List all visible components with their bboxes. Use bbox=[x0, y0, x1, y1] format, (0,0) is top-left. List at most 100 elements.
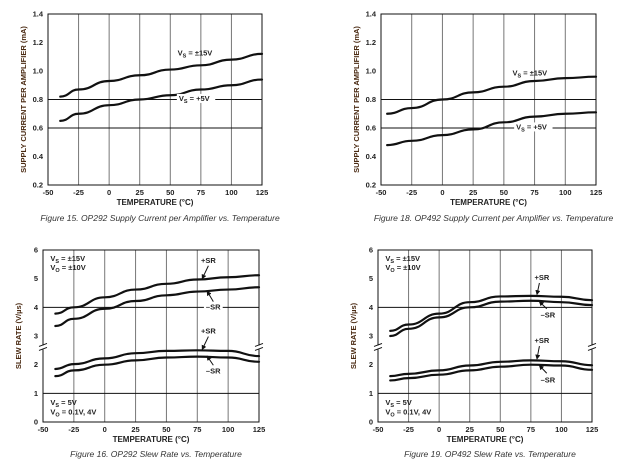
y-tick-label: 0.8 bbox=[33, 95, 43, 104]
annotation-subscript: S bbox=[517, 73, 521, 79]
annotation-background bbox=[514, 122, 553, 132]
x-tick-label: -25 bbox=[403, 425, 414, 434]
annotation-arrow bbox=[201, 336, 209, 351]
x-tick-label: 75 bbox=[530, 188, 538, 197]
series-line-4 bbox=[389, 363, 594, 382]
plot-frame bbox=[42, 249, 260, 423]
annotation-label: VS = +5V bbox=[179, 94, 210, 105]
annotation-subscript: S bbox=[521, 127, 525, 133]
annotation-arrow bbox=[201, 265, 209, 280]
annotation-label: +SR bbox=[535, 273, 550, 282]
annotation-label: +SR bbox=[535, 336, 550, 345]
annotation-text: = 5V bbox=[59, 398, 77, 407]
annotation-arrow bbox=[206, 355, 214, 366]
x-tick-label: 100 bbox=[559, 188, 572, 197]
annotation-arrow bbox=[206, 290, 214, 302]
annotation-text: = 5V bbox=[394, 398, 412, 407]
series-line-2 bbox=[389, 299, 594, 338]
annotation-symbol: V bbox=[512, 68, 517, 77]
x-tick-label: 25 bbox=[466, 425, 474, 434]
y-tick-label: 1.4 bbox=[33, 10, 44, 19]
plot-frame bbox=[380, 13, 597, 186]
y-tick-label: 2 bbox=[369, 360, 373, 369]
chart-3: -50 -25 0 25 50 75 100 125 0 1 2 3 4 5 6 TEMPERATURE (°… bbox=[14, 246, 265, 460]
annotation-subscript: S bbox=[390, 259, 394, 265]
annotation-symbol: V bbox=[516, 122, 521, 131]
y-tick-label: 0 bbox=[34, 418, 38, 427]
annotation-text: = ±10V bbox=[395, 263, 421, 272]
annotation-subscript: S bbox=[55, 403, 59, 409]
annotation-symbol: V bbox=[50, 408, 55, 417]
axis-break-gap bbox=[255, 345, 263, 350]
chart-2: -50 -25 0 25 50 75 100 125 0.2 0.4 0.6 0.8 1.0 1.2 1.4… bbox=[352, 10, 613, 224]
y-tick-label: 0 bbox=[369, 418, 373, 427]
annotation-symbol: V bbox=[179, 94, 184, 103]
annotation-subscript: S bbox=[55, 259, 59, 265]
series-line-2 bbox=[386, 111, 598, 147]
x-tick-label: 75 bbox=[527, 425, 535, 434]
x-tick-label: 25 bbox=[131, 425, 139, 434]
x-tick-label: 125 bbox=[253, 425, 266, 434]
y-axis-label: SLEW RATE (V/µs) bbox=[14, 302, 23, 369]
x-tick-label: 0 bbox=[440, 188, 444, 197]
annotation-text: = ±15V bbox=[59, 254, 85, 263]
series-line-1 bbox=[59, 52, 264, 98]
axis-break-gap bbox=[374, 345, 382, 350]
annotation-label: VO = 0.1V, 4V bbox=[50, 408, 96, 419]
x-tick-label: 50 bbox=[496, 425, 504, 434]
y-tick-label: 1.4 bbox=[366, 10, 377, 19]
y-tick-label: 1.0 bbox=[33, 67, 43, 76]
series-line-4 bbox=[54, 355, 261, 378]
chart-4: -50 -25 0 25 50 75 100 125 0 1 2 3 4 5 6 TEMPERATURE (°… bbox=[349, 246, 598, 460]
x-tick-label: -25 bbox=[68, 425, 79, 434]
y-tick-label: 5 bbox=[34, 274, 38, 283]
y-tick-label: 0.6 bbox=[33, 124, 43, 133]
x-tick-label: -25 bbox=[406, 188, 417, 197]
axis-break-gap bbox=[39, 345, 47, 350]
x-axis-label: TEMPERATURE (°C) bbox=[450, 198, 527, 207]
x-axis-label: TEMPERATURE (°C) bbox=[113, 435, 190, 444]
axis-break-icon bbox=[254, 342, 264, 351]
annotation-symbol: V bbox=[50, 254, 55, 263]
series-line-3 bbox=[389, 359, 594, 378]
x-tick-label: 50 bbox=[500, 188, 508, 197]
x-tick-label: 0 bbox=[107, 188, 111, 197]
x-tick-label: 125 bbox=[590, 188, 603, 197]
axis-break-gap bbox=[588, 345, 596, 350]
x-tick-label: 25 bbox=[136, 188, 144, 197]
annotation-text: = +5V bbox=[188, 94, 210, 103]
annotation-label: VS = 5V bbox=[50, 398, 76, 409]
axis-break-icon bbox=[373, 342, 383, 351]
x-tick-label: 25 bbox=[469, 188, 477, 197]
y-tick-label: 1.2 bbox=[366, 38, 376, 47]
y-tick-label: 0.4 bbox=[33, 152, 44, 161]
x-tick-label: 75 bbox=[197, 188, 205, 197]
x-tick-label: 125 bbox=[586, 425, 599, 434]
y-tick-label: 0.2 bbox=[33, 181, 43, 190]
annotation-symbol: V bbox=[385, 254, 390, 263]
y-tick-label: 3 bbox=[369, 332, 373, 341]
annotation-label: VO = 0.1V, 4V bbox=[385, 408, 431, 419]
annotation-label: VS = +5V bbox=[516, 122, 547, 133]
x-axis-label: TEMPERATURE (°C) bbox=[117, 198, 194, 207]
y-axis-label: SUPPLY CURRENT PER AMPLIFIER (mA) bbox=[19, 26, 28, 173]
annotation-label: VO = ±10V bbox=[385, 263, 420, 274]
annotation-subscript: S bbox=[390, 403, 394, 409]
x-tick-label: 125 bbox=[256, 188, 269, 197]
x-tick-label: 100 bbox=[555, 425, 568, 434]
annotation-label: –SR bbox=[206, 366, 221, 375]
annotation-symbol: V bbox=[50, 398, 55, 407]
y-axis-label: SLEW RATE (V/µs) bbox=[349, 302, 358, 369]
annotation-symbol: V bbox=[385, 398, 390, 407]
annotation-subscript: S bbox=[184, 99, 188, 105]
x-tick-label: 100 bbox=[225, 188, 238, 197]
x-tick-label: 100 bbox=[222, 425, 235, 434]
y-tick-label: 6 bbox=[34, 246, 38, 255]
annotation-subscript: O bbox=[55, 413, 60, 419]
y-tick-label: 2 bbox=[34, 360, 38, 369]
series-line-2 bbox=[59, 78, 264, 122]
y-tick-label: 3 bbox=[34, 332, 38, 341]
figure-caption: Figure 16. OP292 Slew Rate vs. Temperatu… bbox=[70, 449, 242, 459]
y-tick-label: 5 bbox=[369, 274, 373, 283]
y-axis-label: SUPPLY CURRENT PER AMPLIFIER (mA) bbox=[352, 26, 361, 173]
